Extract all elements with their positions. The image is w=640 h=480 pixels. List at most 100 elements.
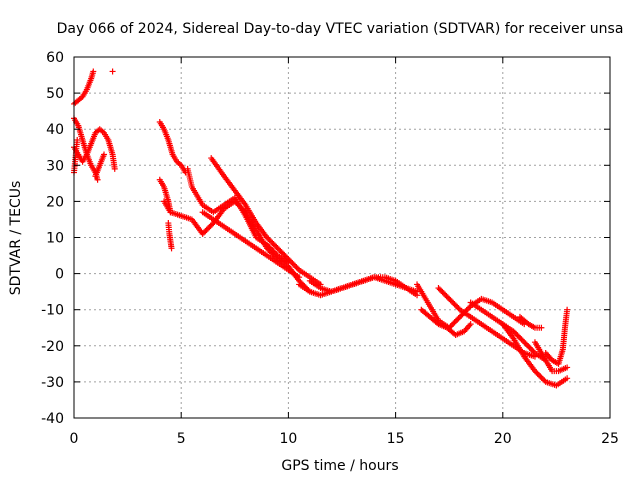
grid xyxy=(74,57,610,418)
data-point xyxy=(101,151,108,158)
data-point xyxy=(454,316,461,323)
series-track-q xyxy=(418,306,474,338)
x-tick-label: 10 xyxy=(279,431,297,447)
data-point xyxy=(537,373,544,380)
data-point xyxy=(270,241,277,248)
series-track-w xyxy=(531,339,571,375)
data-point xyxy=(111,165,118,172)
y-tick-label: 40 xyxy=(46,122,64,138)
data-point xyxy=(278,249,285,256)
series-track-o xyxy=(306,274,421,295)
y-tick-label: 10 xyxy=(46,231,64,247)
data-point xyxy=(440,290,447,297)
data-point xyxy=(564,375,571,382)
y-tick-label: 20 xyxy=(46,194,64,210)
data-point xyxy=(522,340,529,347)
data-points xyxy=(71,68,571,389)
data-point xyxy=(438,287,445,294)
data-point xyxy=(205,225,211,232)
data-point xyxy=(521,339,528,346)
data-point xyxy=(168,245,175,252)
data-point xyxy=(511,329,518,336)
data-point xyxy=(199,230,206,237)
data-point xyxy=(294,265,301,272)
axis-tick-labels: 0 5 10 15 20 25 -40 -30 -20 -10 0 10 20 30 40 50 60 xyxy=(41,50,619,447)
series-track-m xyxy=(199,209,303,281)
data-point xyxy=(282,253,289,260)
series-track-u xyxy=(516,313,545,331)
series-track-e xyxy=(92,151,108,180)
series-track-f xyxy=(109,68,116,75)
data-point xyxy=(514,332,521,339)
data-point xyxy=(263,241,270,248)
x-axis-label: GPS time / hours xyxy=(281,458,398,474)
data-point xyxy=(564,306,571,313)
y-tick-label: 50 xyxy=(46,86,64,102)
data-point xyxy=(444,294,451,301)
series-track-i xyxy=(165,220,175,252)
data-point xyxy=(467,321,474,328)
axis-ticks xyxy=(73,56,611,419)
y-tick-label: -30 xyxy=(41,375,64,391)
data-point xyxy=(523,341,530,348)
data-point xyxy=(535,372,542,379)
data-point xyxy=(90,68,97,75)
x-tick-label: 25 xyxy=(601,431,619,447)
y-tick-label: 60 xyxy=(46,50,64,66)
data-point xyxy=(435,285,442,292)
data-point xyxy=(515,333,522,340)
data-point xyxy=(452,302,459,309)
y-axis-label: SDTVAR / TECUs xyxy=(8,181,24,296)
data-point xyxy=(540,376,546,383)
data-point xyxy=(265,235,272,242)
data-point xyxy=(267,238,274,245)
data-point xyxy=(527,345,534,352)
data-point xyxy=(272,242,278,249)
data-point xyxy=(263,234,270,241)
data-point xyxy=(207,222,214,229)
data-point xyxy=(531,368,538,375)
data-point xyxy=(276,246,283,253)
data-point xyxy=(448,322,455,329)
data-point xyxy=(534,370,541,377)
y-tick-label: 0 xyxy=(55,267,64,283)
data-point xyxy=(529,347,536,354)
data-point xyxy=(442,291,449,298)
data-point xyxy=(267,245,274,252)
data-point xyxy=(455,315,462,322)
data-point xyxy=(284,254,291,261)
data-point xyxy=(206,224,213,231)
data-point xyxy=(454,303,461,310)
data-point xyxy=(447,297,454,304)
data-point xyxy=(464,305,471,312)
data-point xyxy=(517,335,524,342)
x-tick-label: 20 xyxy=(494,431,512,447)
data-point xyxy=(203,226,210,233)
data-point xyxy=(266,244,273,251)
data-point xyxy=(436,286,443,293)
x-tick-label: 15 xyxy=(387,431,405,447)
data-point xyxy=(439,289,446,296)
series-track-v xyxy=(542,306,571,367)
data-point xyxy=(269,247,276,254)
data-point xyxy=(269,239,276,246)
y-tick-label: -20 xyxy=(41,339,64,355)
data-point xyxy=(518,336,525,343)
data-point xyxy=(525,343,532,350)
x-tick-label: 5 xyxy=(177,431,186,447)
y-tick-label: -10 xyxy=(41,303,64,319)
data-point xyxy=(455,305,462,312)
data-point xyxy=(289,260,296,267)
data-point xyxy=(541,377,548,384)
y-tick-label: -40 xyxy=(41,411,64,427)
data-point xyxy=(564,364,571,371)
data-point xyxy=(533,369,540,376)
data-point xyxy=(466,304,473,311)
data-point xyxy=(538,374,545,381)
data-point xyxy=(286,257,293,264)
data-point xyxy=(94,176,101,183)
data-point xyxy=(538,324,545,331)
data-point xyxy=(281,252,288,259)
